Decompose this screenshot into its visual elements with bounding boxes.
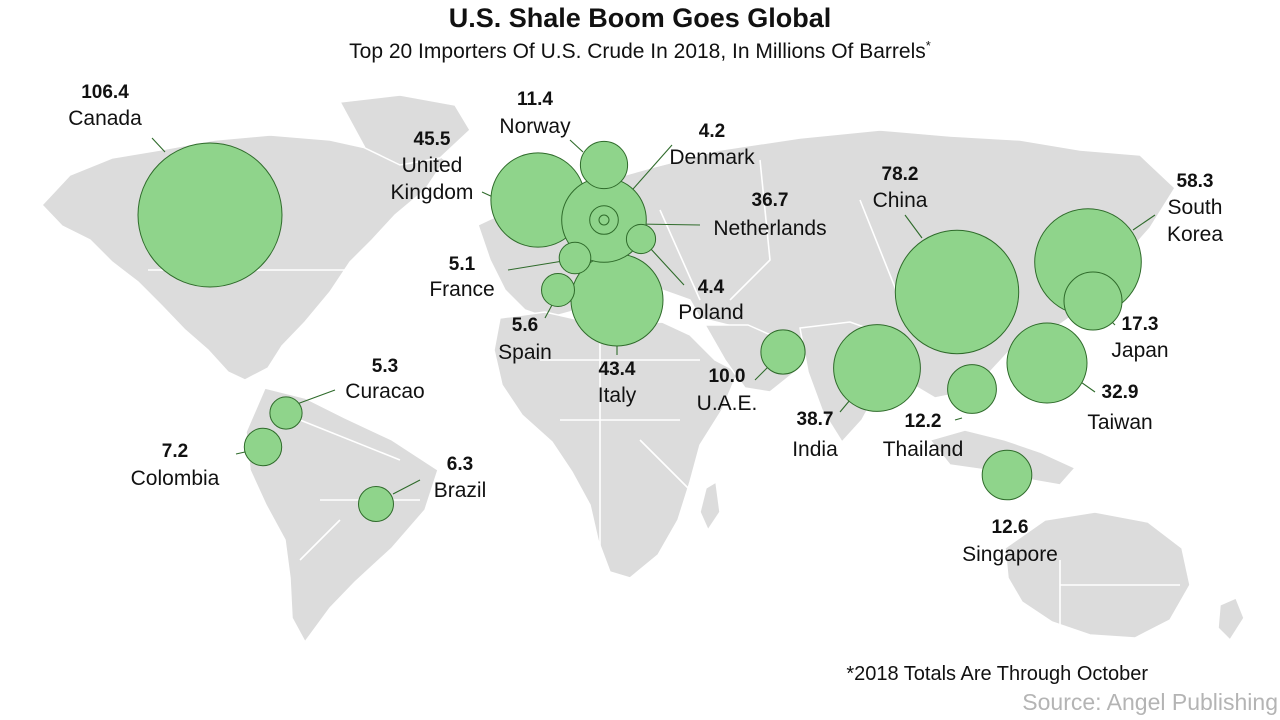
value-label-u-a-e: 10.0 <box>709 366 746 387</box>
value-label-brazil: 6.3 <box>447 454 473 475</box>
country-label-netherlands: Netherlands <box>713 217 826 240</box>
value-label-united-kingdom: 45.5 <box>414 129 451 150</box>
value-label-norway: 11.4 <box>517 89 553 110</box>
value-label-thailand: 12.2 <box>905 411 942 432</box>
value-label-south-korea: 58.3 <box>1177 171 1214 192</box>
value-label-curacao: 5.3 <box>372 356 398 377</box>
greenland-land <box>338 94 471 166</box>
bubble-canada <box>137 142 283 288</box>
bubble-taiwan <box>1006 322 1088 404</box>
country-label-united-kingdom-line1: United <box>402 154 463 177</box>
bubble-india <box>833 324 921 412</box>
leader-spain <box>544 304 553 319</box>
leader-canada <box>151 137 166 153</box>
value-label-japan: 17.3 <box>1122 314 1159 335</box>
country-label-brazil: Brazil <box>434 479 487 502</box>
bubble-norway <box>579 140 629 190</box>
country-label-canada: Canada <box>68 107 142 130</box>
subtitle-asterisk: * <box>926 38 931 53</box>
leader-brazil <box>392 479 421 495</box>
country-label-taiwan: Taiwan <box>1087 411 1152 434</box>
value-label-singapore: 12.6 <box>992 517 1029 538</box>
value-label-spain: 5.6 <box>512 315 538 336</box>
leader-south-korea <box>1132 214 1156 231</box>
country-label-spain: Spain <box>498 341 552 364</box>
value-label-france: 5.1 <box>449 254 476 275</box>
country-label-united-kingdom-line2: Kingdom <box>391 181 474 204</box>
value-label-poland: 4.4 <box>698 277 725 298</box>
value-label-india: 38.7 <box>797 409 834 430</box>
value-label-colombia: 7.2 <box>162 441 188 462</box>
bubble-curacao <box>269 396 303 430</box>
leader-china <box>904 214 923 239</box>
bubble-thailand <box>947 364 997 414</box>
leader-poland <box>649 247 685 286</box>
bubble-poland <box>625 223 657 255</box>
bubble-singapore <box>981 449 1033 501</box>
source-credit: Source: Angel Publishing <box>1022 689 1278 715</box>
country-labels: 106.4 Canada 78.2 China 58.3 South Korea 45.5 Un… <box>68 82 1223 566</box>
new-zealand-land <box>1217 597 1245 642</box>
bubble-colombia <box>243 427 283 467</box>
leader-colombia <box>235 451 246 455</box>
value-label-denmark: 4.2 <box>699 121 725 142</box>
leader-thailand <box>954 417 963 421</box>
value-label-italy: 43.4 <box>599 359 636 380</box>
country-label-norway: Norway <box>499 115 571 138</box>
country-label-poland: Poland <box>678 301 743 324</box>
value-label-china: 78.2 <box>882 164 919 185</box>
value-label-netherlands: 36.7 <box>752 190 789 211</box>
country-label-thailand: Thailand <box>883 438 964 461</box>
country-label-curacao: Curacao <box>345 380 424 403</box>
bubble-spain <box>541 273 575 307</box>
leader-france <box>507 260 564 271</box>
leader-india <box>839 399 851 413</box>
import-bubbles <box>137 140 1142 522</box>
bubble-china <box>894 229 1020 355</box>
australia-land <box>1004 511 1191 639</box>
country-label-denmark: Denmark <box>669 146 755 169</box>
leader-norway <box>569 139 584 153</box>
country-label-south-korea-line2: Korea <box>1167 223 1223 246</box>
country-label-u-a-e: U.A.E. <box>697 392 758 415</box>
country-label-france: France <box>429 278 494 301</box>
bubble-u-a-e <box>760 329 806 375</box>
value-label-canada: 106.4 <box>81 82 129 103</box>
value-label-taiwan: 32.9 <box>1102 382 1139 403</box>
country-label-singapore: Singapore <box>962 543 1058 566</box>
leader-curacao <box>296 389 336 405</box>
map-title: U.S. Shale Boom Goes Global <box>449 3 832 33</box>
map-subtitle: Top 20 Importers Of U.S. Crude In 2018, … <box>349 38 931 63</box>
bubble-brazil <box>358 486 394 522</box>
country-label-italy: Italy <box>598 384 637 407</box>
country-label-south-korea-line1: South <box>1168 196 1223 219</box>
leader-netherlands <box>636 223 701 226</box>
country-label-india: India <box>792 438 838 461</box>
footnote: *2018 Totals Are Through October <box>846 663 1148 685</box>
bubble-denmark-marker <box>598 214 610 226</box>
madagascar-land <box>699 480 721 532</box>
country-label-japan: Japan <box>1111 339 1168 362</box>
bubble-france <box>558 241 592 275</box>
leader-lines <box>151 137 1156 495</box>
bubble-japan <box>1063 271 1123 331</box>
country-label-china: China <box>873 189 928 212</box>
south-america-land <box>245 387 439 644</box>
country-label-colombia: Colombia <box>131 467 220 490</box>
